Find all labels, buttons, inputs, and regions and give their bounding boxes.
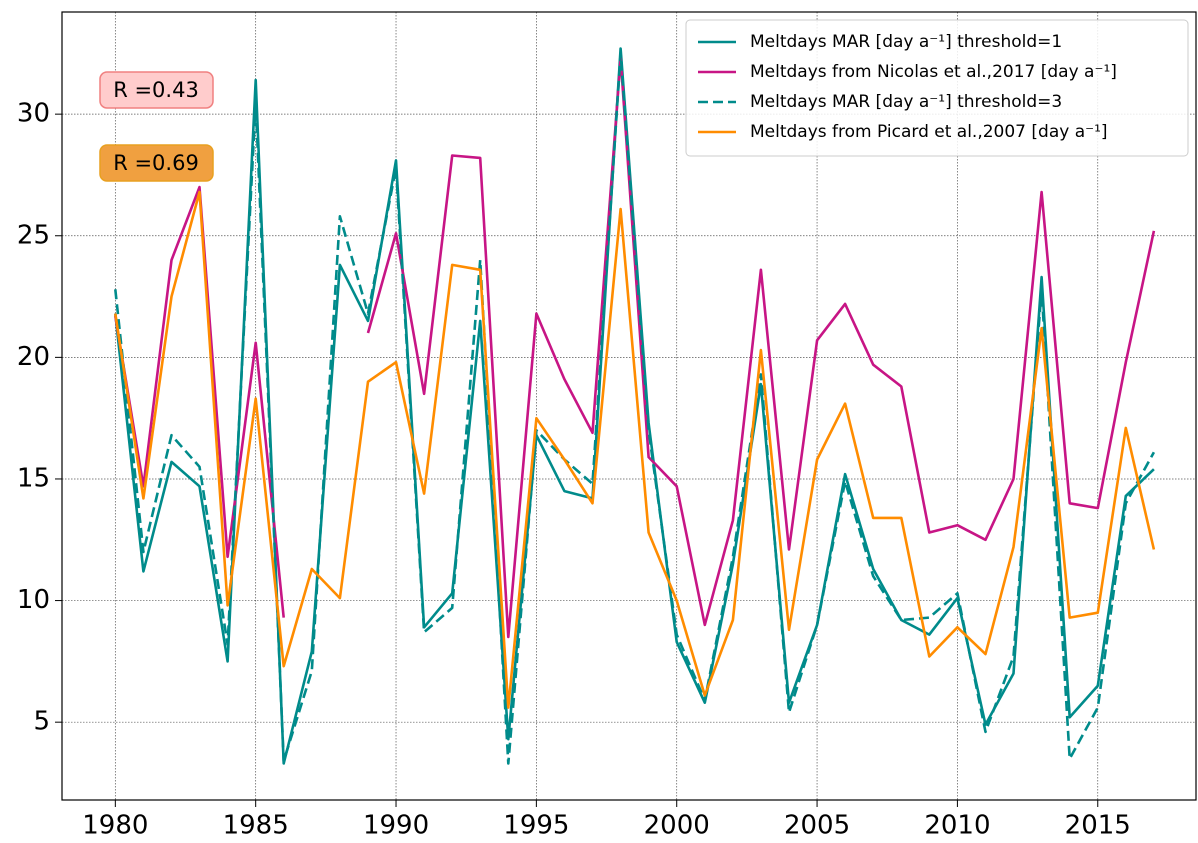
y-tick-label: 25 — [17, 220, 50, 250]
legend-label: Meltdays from Picard et al.,2007 [day a⁻… — [750, 122, 1108, 142]
x-tick-label: 2010 — [924, 811, 990, 840]
y-tick-label: 30 — [17, 99, 50, 129]
y-tick-label: 20 — [17, 342, 50, 372]
annotation-box — [99, 71, 214, 109]
x-tick-label: 2015 — [1065, 811, 1131, 840]
series-line — [114, 52, 1156, 765]
legend-label: Meltdays from Nicolas et al.,2017 [day a… — [750, 62, 1117, 82]
series-line — [114, 56, 1156, 639]
x-tick-label: 1985 — [223, 811, 289, 840]
x-tick-label: 2000 — [644, 811, 710, 840]
x-tick-label: 1990 — [363, 811, 429, 840]
annotation-text: R =0.69 — [113, 151, 199, 175]
legend-label: Meltdays MAR [day a⁻¹] threshold=1 — [750, 32, 1062, 52]
series-line — [114, 190, 1156, 709]
legend-box — [685, 19, 1189, 157]
annotation-box — [99, 144, 214, 182]
x-tick-label: 1980 — [82, 811, 148, 840]
x-tick-label: 2005 — [784, 811, 850, 840]
y-tick-label: 10 — [17, 585, 50, 615]
y-tick-label: 15 — [17, 463, 50, 493]
legend-label: Meltdays MAR [day a⁻¹] threshold=3 — [750, 92, 1062, 112]
plot-frame — [61, 11, 1197, 801]
x-tick-label: 1995 — [503, 811, 569, 840]
annotation-text: R =0.43 — [113, 78, 199, 102]
y-tick-label: 5 — [33, 707, 50, 737]
series-line — [114, 47, 1155, 765]
